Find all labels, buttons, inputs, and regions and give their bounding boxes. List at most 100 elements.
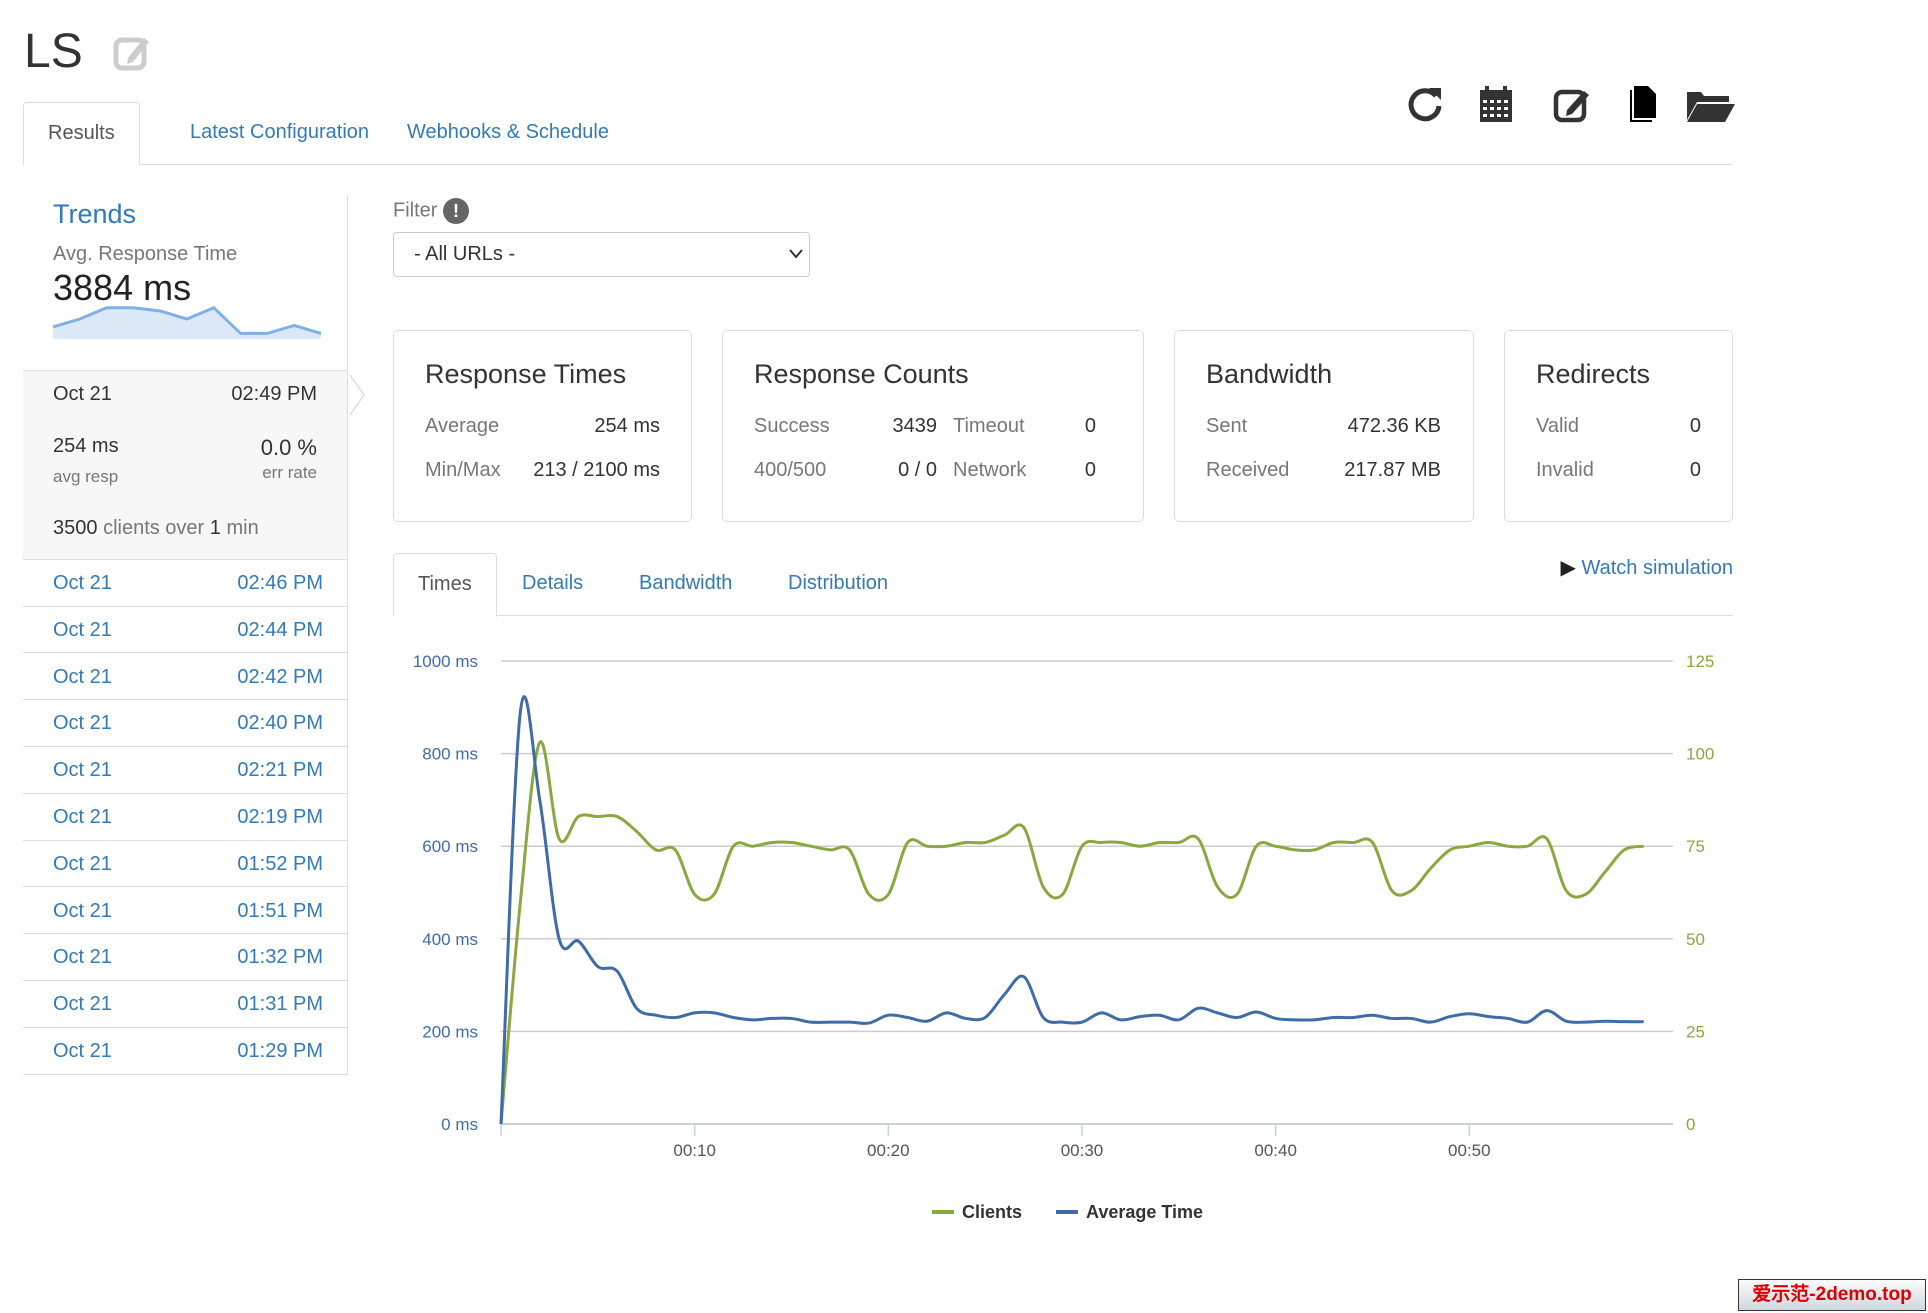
tab-distribution[interactable]: Distribution [788,572,889,594]
y-left-tick-label: 600 ms [422,837,478,856]
card-title: Response Times [425,359,627,389]
y-right-tick-label: 125 [1686,652,1714,671]
sparkline-line [53,306,322,335]
url-filter-value: - All URLs - [414,243,516,265]
run-list-item[interactable]: Oct 21 01:51 PM [23,888,347,935]
valid-value: 0 [1689,415,1701,437]
network-label: Network [953,459,1027,481]
y-left-tick-label: 1000 ms [413,652,478,671]
run-list-item[interactable]: Oct 21 02:42 PM [23,654,347,701]
success-value: 3439 [892,415,938,437]
series-line-clients [499,740,1644,1125]
trends-sidebar: Trends Avg. Response Time 3884 ms Oct 21… [23,195,365,1075]
run-date: Oct 21 [53,618,112,641]
url-filter-select[interactable]: - All URLs - [393,232,810,277]
tab-webhooks-schedule[interactable]: Webhooks & Schedule [407,121,609,143]
selected-run[interactable]: Oct 21 02:49 PM 254 ms avg resp 0.0 % er… [23,370,347,560]
timeout-label: Timeout [953,415,1025,437]
selected-err: 0.0 % [260,435,317,460]
run-list-item[interactable]: Oct 21 02:21 PM [23,747,347,794]
run-date: Oct 21 [53,899,112,922]
calendar-icon[interactable] [1474,82,1518,126]
watermark: 爱示范-2demo.top [1738,1279,1926,1311]
errors-value: 0 / 0 [898,459,937,481]
invalid-label: Invalid [1536,459,1594,481]
info-icon[interactable]: ! [443,198,470,224]
run-list-item[interactable]: Oct 21 01:31 PM [23,981,347,1028]
err-label: err rate [262,463,317,482]
sent-label: Sent [1206,415,1248,437]
response-counts-card: Response Counts Success 3439 Timeout 0 4… [722,330,1144,522]
legend-label[interactable]: Clients [962,1202,1022,1222]
x-tick-label: 00:10 [673,1141,716,1160]
folder-open-icon[interactable] [1685,82,1735,126]
tab-latest-configuration[interactable]: Latest Configuration [190,121,370,143]
filter-label: Filter ! [393,198,470,224]
y-right-tick-label: 75 [1686,837,1705,856]
trends-title: Trends [53,199,137,229]
watch-simulation-link[interactable]: ▶ Watch simulation [1561,555,1734,580]
run-list-item[interactable]: Oct 21 02:19 PM [23,794,347,841]
y-right-tick-label: 50 [1686,930,1705,949]
run-date: Oct 21 [53,1040,112,1062]
y-right-tick-label: 100 [1686,745,1714,764]
run-time: 02:42 PM [237,665,323,688]
run-time: 01:52 PM [237,852,323,875]
selected-time: 02:49 PM [231,383,317,405]
y-right-tick-label: 0 [1686,1115,1695,1134]
run-date: Oct 21 [53,759,112,782]
x-tick-label: 00:50 [1448,1141,1491,1160]
duration-unit: min [226,517,259,539]
edit-icon[interactable] [1551,82,1595,126]
tab-times[interactable]: Times [393,553,497,617]
run-list-item[interactable]: Oct 21 01:32 PM [23,934,347,981]
clients-text: clients over [103,517,205,539]
run-list-item[interactable]: Oct 21 02:46 PM [23,560,347,607]
run-list-item[interactable]: Oct 21 01:52 PM [23,841,347,888]
run-date: Oct 21 [53,572,112,594]
tab-bandwidth[interactable]: Bandwidth [639,572,733,594]
legend-label[interactable]: Average Time [1086,1202,1203,1222]
result-tabs: Times Details Bandwidth Distribution [393,553,1733,617]
card-title: Bandwidth [1206,359,1333,389]
y-left-tick-label: 800 ms [422,745,478,764]
minmax-label: Min/Max [425,459,501,481]
response-times-card: Response Times Average 254 ms Min/Max 21… [393,330,692,522]
received-label: Received [1206,459,1290,481]
run-list-item[interactable]: Oct 21 02:40 PM [23,700,347,747]
x-tick-label: 00:20 [867,1141,910,1160]
tab-details[interactable]: Details [522,572,584,594]
timeout-value: 0 [1084,415,1096,437]
run-date: Oct 21 [53,993,112,1016]
edit-title-icon[interactable] [112,32,152,77]
redirects-card: Redirects Valid 0 Invalid 0 [1504,330,1733,522]
times-chart: 0 ms 200 ms 400 ms 600 ms 800 ms 1000 ms 0 25 50… [413,652,1715,1222]
run-date: Oct 21 [53,712,112,735]
y-left-tick-label: 0 ms [441,1115,478,1134]
run-time: 01:51 PM [237,899,323,922]
run-list-item[interactable]: Oct 21 02:44 PM [23,607,347,654]
metric-value: 3884 ms [53,267,192,308]
run-date: Oct 21 [53,806,112,828]
run-time: 01:32 PM [237,946,323,969]
selected-arrow-icon [349,374,365,416]
tab-results[interactable]: Results [23,102,140,166]
copy-icon[interactable] [1620,82,1664,126]
filter-label-text: Filter [393,199,438,222]
received-value: 217.87 MB [1344,459,1441,481]
watch-simulation-label: Watch simulation [1581,557,1733,579]
y-left-tick-label: 200 ms [422,1022,478,1041]
sent-value: 472.36 KB [1347,415,1441,437]
sparkline [53,306,322,339]
refresh-icon[interactable] [1403,82,1447,126]
run-date: Oct 21 [53,946,112,969]
avg-label: avg resp [53,467,119,486]
play-icon: ▶ [1560,557,1576,579]
run-list-item[interactable]: Oct 21 01:29 PM [23,1028,347,1075]
selected-avg: 254 ms [53,435,119,457]
run-time: 02:19 PM [237,806,323,828]
selected-clients: 3500 clients over 1 min [53,517,259,540]
minmax-value: 213 / 2100 ms [533,459,660,481]
average-value: 254 ms [594,415,660,437]
run-time: 01:29 PM [237,1040,323,1062]
